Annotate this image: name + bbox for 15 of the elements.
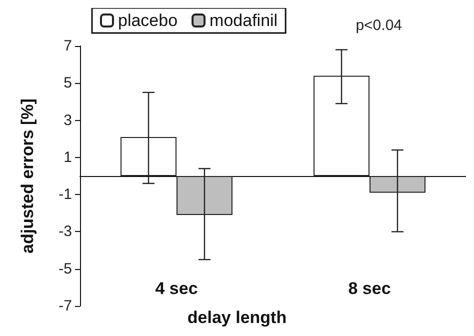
y-tick-label: 3 (64, 112, 72, 129)
x-tick-label: 4 sec (155, 279, 198, 298)
y-tick-label: -3 (58, 223, 72, 240)
y-axis-title: adjusted errors [%] (18, 98, 37, 254)
y-tick-label: -1 (58, 186, 72, 204)
y-tick-label: -5 (58, 260, 72, 278)
text: p<0.04 (356, 17, 402, 34)
y-tick-label: 7 (64, 38, 72, 54)
x-tick-label: 8 sec (348, 279, 391, 298)
legend-label: modafinil (210, 11, 278, 30)
y-tick-label: 1 (64, 148, 72, 166)
legend-label: placebo (118, 11, 178, 30)
y-tick-label: 5 (64, 74, 72, 92)
y-tick-label: -7 (58, 298, 72, 314)
x-axis-title: delay length (187, 308, 287, 327)
